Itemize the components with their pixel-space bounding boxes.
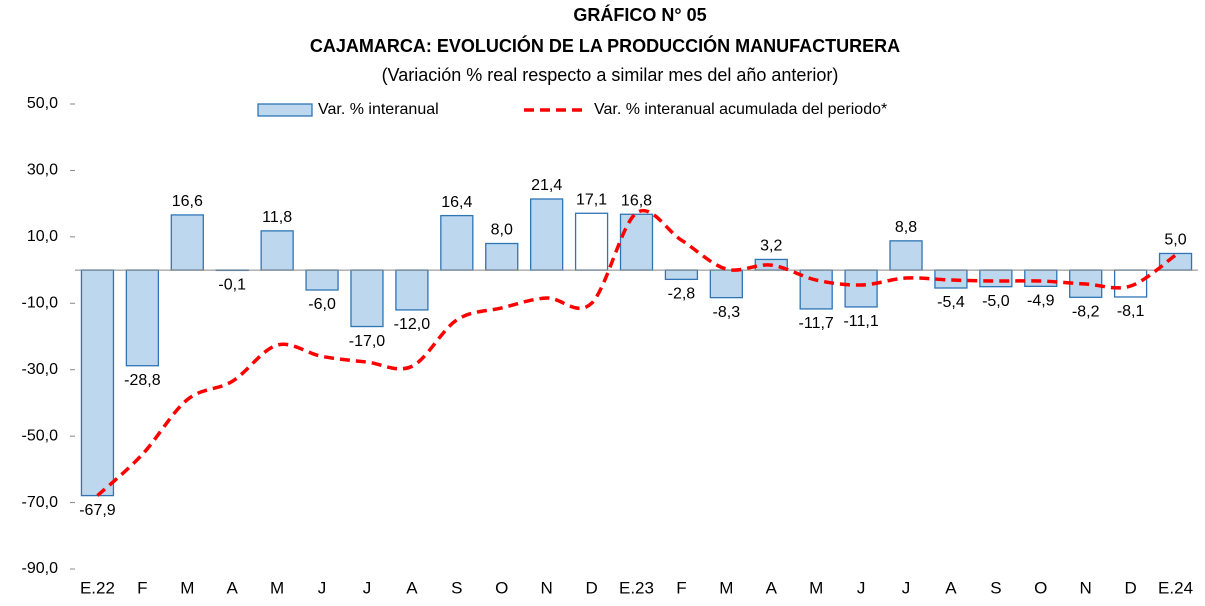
- chart-title: GRÁFICO N° 05: [573, 4, 706, 25]
- chart-subtitle: (Variación % real respecto a similar mes…: [382, 65, 839, 85]
- value-label: -5,4: [937, 294, 965, 311]
- x-tick-label: E.22: [80, 578, 115, 597]
- y-tick-label: 50,0: [27, 95, 58, 112]
- value-label: -0,1: [218, 277, 246, 294]
- bar: [395, 269, 429, 311]
- legend-label: Var. % interanual: [318, 101, 439, 118]
- value-label: -8,3: [713, 304, 741, 321]
- bar: [260, 230, 294, 271]
- value-label: -17,0: [349, 333, 386, 350]
- value-label: -6,0: [308, 296, 336, 313]
- x-tick-label: A: [766, 578, 778, 597]
- x-tick-label: M: [180, 578, 194, 597]
- x-tick-label: S: [990, 578, 1001, 597]
- x-tick-label: J: [857, 578, 866, 597]
- bar: [979, 269, 1013, 288]
- bar: [80, 269, 115, 497]
- x-tick-label: F: [137, 578, 147, 597]
- value-label: 16,6: [172, 193, 203, 210]
- y-tick-label: -10,0: [22, 295, 59, 312]
- bar: [440, 214, 474, 271]
- value-label: -67,9: [79, 502, 116, 519]
- bar: [799, 269, 833, 310]
- y-tick-label: -70,0: [22, 494, 59, 511]
- bar: [709, 269, 743, 299]
- bar: [619, 213, 654, 271]
- bar: [1024, 269, 1058, 287]
- bar: [574, 212, 609, 271]
- value-label: 11,8: [262, 209, 292, 226]
- bar: [844, 269, 878, 308]
- value-label: -4,9: [1027, 293, 1055, 310]
- bar: [125, 269, 160, 367]
- bar: [1113, 269, 1148, 298]
- x-tick-label: F: [676, 578, 686, 597]
- x-tick-label: M: [719, 578, 733, 597]
- bar: [664, 269, 699, 281]
- x-tick-label: E.24: [1158, 578, 1193, 597]
- x-tick-label: O: [495, 578, 508, 597]
- value-label: -12,0: [394, 316, 431, 333]
- value-label: -8,1: [1117, 303, 1145, 320]
- legend-swatch: [257, 103, 313, 117]
- bar: [485, 242, 519, 271]
- x-tick-label: N: [541, 578, 553, 597]
- bar: [889, 240, 923, 271]
- value-label: 16,8: [621, 192, 652, 209]
- y-tick-label: -50,0: [22, 427, 59, 444]
- value-label: -5,0: [982, 293, 1010, 310]
- legend-label: Var. % interanual acumulada del periodo*: [594, 101, 887, 118]
- bar: [350, 269, 384, 328]
- value-label: 17,1: [576, 191, 607, 208]
- y-tick-label: 10,0: [27, 228, 58, 245]
- value-label: 5,0: [1164, 232, 1186, 249]
- bar: [305, 269, 339, 291]
- x-tick-label: A: [406, 578, 418, 597]
- y-tick-label: 30,0: [27, 162, 58, 179]
- value-label: -8,2: [1072, 304, 1100, 321]
- value-label: -28,8: [124, 372, 161, 389]
- line: [96, 209, 1177, 497]
- value-label: -2,8: [668, 286, 696, 303]
- y-tick-label: -30,0: [22, 361, 59, 378]
- x-tick-label: J: [363, 578, 372, 597]
- x-tick-label: M: [809, 578, 823, 597]
- value-label: 16,4: [441, 194, 472, 211]
- x-tick-label: A: [227, 578, 239, 597]
- y-tick-label: -90,0: [22, 560, 59, 577]
- x-tick-label: J: [902, 578, 911, 597]
- x-tick-label: O: [1034, 578, 1047, 597]
- value-label: 3,2: [760, 238, 782, 255]
- value-label: -11,7: [799, 315, 834, 332]
- value-label: -11,1: [843, 313, 878, 330]
- x-tick-label: S: [451, 578, 462, 597]
- bar: [170, 214, 204, 271]
- x-tick-label: J: [318, 578, 327, 597]
- value-label: 8,8: [895, 219, 917, 236]
- x-tick-label: M: [270, 578, 284, 597]
- x-tick-label: D: [1124, 578, 1136, 597]
- x-tick-label: D: [585, 578, 597, 597]
- chart-title: CAJAMARCA: EVOLUCIÓN DE LA PRODUCCIÓN MA…: [310, 35, 900, 56]
- x-tick-label: A: [945, 578, 957, 597]
- bar: [530, 198, 564, 271]
- x-tick-label: E.23: [619, 578, 654, 597]
- x-tick-label: N: [1080, 578, 1092, 597]
- value-label: 8,0: [491, 222, 513, 239]
- value-label: 21,4: [531, 177, 562, 194]
